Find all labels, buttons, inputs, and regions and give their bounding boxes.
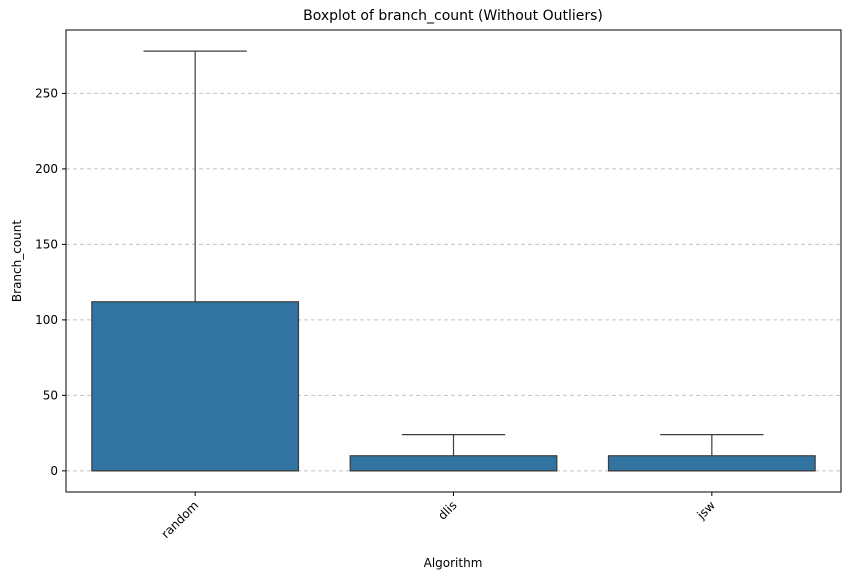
x-tick-label: dlis	[435, 498, 459, 522]
x-tick-label: jsw	[694, 498, 718, 522]
iqr-box	[349, 455, 558, 472]
x-tick-label: random	[158, 498, 201, 541]
y-tick-label: 100	[35, 313, 58, 327]
x-axis-label: Algorithm	[424, 556, 483, 570]
iqr-box	[91, 301, 300, 472]
chart-title: Boxplot of branch_count (Without Outlier…	[303, 8, 603, 24]
y-tick-label: 250	[35, 86, 58, 100]
box-jsw	[607, 434, 816, 472]
y-axis-label: Branch_count	[10, 220, 24, 302]
box-random	[91, 50, 300, 472]
y-tick-label: 0	[50, 464, 58, 478]
iqr-box	[607, 455, 816, 472]
x-axis-ticks: random dlis jsw	[158, 492, 718, 541]
y-tick-label: 150	[35, 237, 58, 251]
y-tick-label: 200	[35, 162, 58, 176]
y-tick-label: 50	[43, 388, 58, 402]
y-axis-ticks: 0 50 100 150 200 250	[35, 86, 66, 478]
box-dlis	[349, 434, 558, 472]
boxes	[91, 50, 816, 472]
